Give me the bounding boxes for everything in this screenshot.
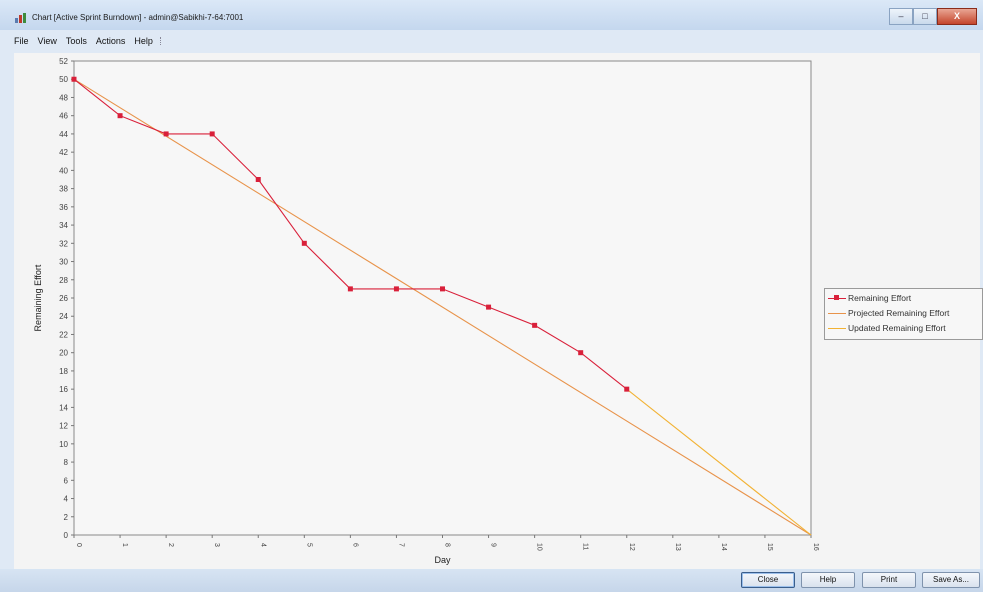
data-point: [532, 322, 538, 328]
y-tick-label: 28: [59, 276, 68, 285]
y-tick-label: 48: [59, 93, 68, 102]
y-tick-label: 24: [59, 312, 68, 321]
y-tick-label: 20: [59, 349, 68, 358]
title-bar[interactable]: Chart [Active Sprint Burndown] - admin@S…: [0, 0, 983, 30]
x-tick-label: 1: [121, 543, 128, 547]
x-tick-label: 2: [167, 543, 174, 547]
legend-label-updated: Updated Remaining Effort: [848, 323, 946, 333]
data-point: [440, 286, 445, 292]
x-tick-label: 16: [812, 543, 819, 551]
data-point: [486, 304, 492, 310]
x-axis-label: Day: [434, 555, 451, 565]
x-tick-label: 15: [766, 543, 773, 551]
legend-line-projected: [828, 313, 846, 314]
x-tick-label: 5: [305, 543, 312, 547]
chart-app-icon: [15, 13, 26, 23]
y-tick-label: 30: [59, 258, 68, 267]
y-tick-label: 0: [64, 531, 69, 540]
menu-file[interactable]: File: [14, 36, 29, 46]
x-tick-label: 7: [397, 543, 404, 547]
series-line-projected-remaining-effort: [73, 78, 812, 536]
menu-view[interactable]: View: [37, 36, 57, 46]
y-tick-label: 10: [59, 440, 68, 449]
menu-actions[interactable]: Actions: [95, 36, 126, 46]
minimize-button[interactable]: –: [889, 8, 913, 25]
menu-help[interactable]: Help: [134, 36, 153, 46]
x-tick-label: 12: [628, 543, 635, 551]
chart-panel: 0 2 4 6 8 10 12 14 16 18 20 22 24 26 28 30 32 34 36 38 40 42 4…: [14, 53, 983, 569]
data-point: [347, 286, 353, 292]
legend-marker-remaining: [834, 295, 839, 300]
y-tick-label: 14: [59, 403, 68, 412]
data-point: [209, 131, 215, 137]
save-as-button[interactable]: Save As...: [922, 572, 980, 588]
close-button[interactable]: Close: [741, 572, 795, 588]
x-tick-label: 3: [213, 543, 220, 547]
plot-area: [73, 60, 812, 536]
y-axis-label: Remaining Effort: [33, 264, 43, 331]
y-tick-label: 44: [59, 130, 68, 139]
y-tick-label: 36: [59, 203, 68, 212]
legend-item-projected: Projected Remaining Effort: [828, 307, 949, 319]
data-point: [255, 177, 261, 182]
x-tick-label: 8: [444, 543, 451, 547]
y-tick-label: 18: [59, 367, 68, 376]
data-point: [578, 350, 584, 356]
y-tick-label: 4: [64, 495, 69, 504]
legend-swatch-remaining: [828, 293, 846, 303]
menu-tools[interactable]: Tools: [65, 36, 87, 46]
y-tick-label: 32: [59, 239, 68, 248]
y-tick-label: 40: [59, 166, 68, 175]
x-tick-label: 4: [259, 543, 266, 547]
y-tick-label: 2: [64, 513, 69, 522]
y-tick-label: 38: [59, 185, 68, 194]
left-border: [0, 53, 14, 569]
legend-item-remaining-effort: Remaining Effort: [828, 292, 911, 304]
y-tick-label: 8: [64, 458, 69, 467]
y-tick-label: 12: [59, 422, 68, 431]
x-tick-label: 0: [75, 543, 82, 547]
legend-swatch-projected: [828, 308, 846, 318]
print-button[interactable]: Print: [862, 572, 916, 588]
y-tick-label: 6: [64, 476, 69, 485]
data-point: [71, 76, 77, 82]
y-tick-label: 42: [59, 148, 68, 157]
x-tick-label: 14: [720, 543, 727, 551]
legend-line-updated: [828, 328, 846, 329]
menu-grip-icon: [159, 37, 166, 45]
legend-swatch-updated: [828, 323, 846, 333]
help-button[interactable]: Help: [801, 572, 855, 588]
y-tick-label: 50: [59, 75, 68, 84]
x-tick-label: 13: [674, 543, 681, 551]
button-bar: [0, 569, 983, 592]
window-title: Chart [Active Sprint Burndown] - admin@S…: [32, 13, 244, 22]
window-controls: – □ X: [889, 8, 977, 25]
legend-item-updated: Updated Remaining Effort: [828, 322, 946, 334]
menu-bar: File View Tools Actions Help: [14, 32, 166, 50]
data-point: [624, 386, 630, 392]
y-tick-label: 46: [59, 112, 68, 121]
maximize-button[interactable]: □: [913, 8, 937, 25]
y-tick-label: 16: [59, 385, 68, 394]
legend-label-projected: Projected Remaining Effort: [848, 308, 950, 318]
data-point: [163, 131, 169, 137]
data-point: [301, 240, 307, 246]
x-tick-label: 11: [582, 543, 589, 550]
x-tick-label: 10: [536, 543, 543, 551]
y-tick-label: 34: [59, 221, 68, 230]
data-point: [117, 113, 123, 119]
close-window-button[interactable]: X: [937, 8, 977, 25]
data-point: [393, 286, 399, 292]
x-tick-label: 9: [490, 543, 497, 547]
y-tick-label: 52: [59, 57, 68, 66]
y-tick-label: 22: [59, 330, 68, 339]
legend-label-remaining: Remaining Effort: [848, 293, 912, 303]
series-line-updated-remaining-effort: [626, 388, 812, 536]
chart-legend: Remaining Effort Projected Remaining Eff…: [824, 288, 983, 340]
burndown-chart: 0246810121416182022242628303234363840424…: [33, 57, 819, 565]
x-tick-label: 6: [351, 543, 358, 547]
y-tick-label: 26: [59, 294, 68, 303]
